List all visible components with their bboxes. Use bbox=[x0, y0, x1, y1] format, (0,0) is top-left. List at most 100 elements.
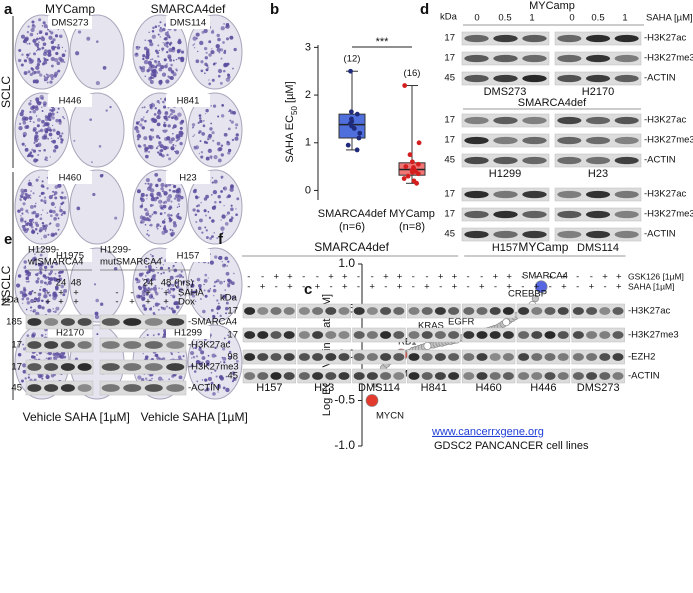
colony bbox=[42, 21, 46, 25]
blot-band bbox=[144, 341, 163, 349]
blot-strip bbox=[297, 303, 351, 319]
blot-band bbox=[585, 230, 611, 239]
colony bbox=[236, 197, 240, 201]
colony bbox=[205, 156, 210, 161]
colony bbox=[25, 308, 28, 311]
colony bbox=[30, 106, 35, 111]
colony bbox=[26, 56, 29, 59]
colony bbox=[142, 54, 146, 58]
treatment-sign: + bbox=[260, 282, 266, 293]
colony bbox=[164, 31, 169, 36]
data-point bbox=[416, 161, 421, 167]
colony bbox=[195, 355, 199, 358]
colony bbox=[30, 27, 35, 33]
colony bbox=[39, 288, 42, 292]
colony bbox=[177, 112, 182, 117]
treatment-sign: - bbox=[275, 282, 278, 293]
colony bbox=[147, 288, 151, 292]
blot-band bbox=[77, 341, 92, 349]
gene-label: MYCN bbox=[376, 411, 404, 422]
colony bbox=[193, 43, 196, 45]
time-label: 48 bbox=[71, 278, 82, 289]
colony bbox=[203, 209, 207, 213]
colony bbox=[27, 376, 31, 379]
blot-band bbox=[101, 384, 120, 392]
colony bbox=[168, 306, 171, 309]
colony bbox=[227, 127, 231, 131]
colony bbox=[229, 119, 232, 122]
colony bbox=[231, 138, 235, 142]
colony bbox=[31, 257, 37, 262]
colony bbox=[42, 124, 46, 127]
colony bbox=[205, 360, 210, 365]
blot-band bbox=[614, 156, 639, 165]
colony bbox=[159, 212, 163, 216]
colony bbox=[35, 158, 39, 162]
colony bbox=[47, 293, 49, 295]
colony bbox=[146, 281, 149, 284]
colony bbox=[145, 275, 147, 277]
colony bbox=[35, 297, 41, 303]
colony bbox=[26, 53, 30, 57]
colony bbox=[109, 105, 112, 109]
colony bbox=[215, 280, 218, 283]
cell-line-name: H446 bbox=[530, 382, 556, 394]
colony bbox=[218, 375, 223, 379]
treatment-sign: + bbox=[58, 297, 64, 308]
colony bbox=[169, 218, 173, 222]
colony bbox=[227, 151, 231, 155]
cell-line-name: DMS114 bbox=[577, 242, 619, 254]
colony bbox=[161, 72, 167, 77]
colony bbox=[232, 378, 236, 381]
data-point bbox=[405, 173, 411, 179]
colony bbox=[223, 23, 225, 25]
colony bbox=[43, 57, 46, 60]
colony bbox=[95, 298, 99, 303]
colony bbox=[211, 177, 214, 179]
blot-band bbox=[60, 318, 75, 326]
blot-band bbox=[408, 307, 420, 315]
y-label-sub: 50 bbox=[290, 105, 299, 114]
blot-band bbox=[463, 372, 475, 380]
treatment-sign: - bbox=[261, 272, 264, 283]
colony bbox=[49, 210, 53, 214]
point-count: (16) bbox=[404, 68, 421, 79]
unit-label: kDa bbox=[2, 295, 20, 306]
colony bbox=[164, 64, 168, 69]
colony bbox=[55, 213, 59, 217]
colony bbox=[21, 142, 25, 146]
colony bbox=[47, 233, 50, 236]
blot-strip bbox=[99, 380, 187, 396]
colony bbox=[39, 73, 43, 77]
colony bbox=[156, 122, 161, 127]
blot-band bbox=[557, 116, 582, 125]
colony bbox=[143, 143, 147, 147]
colony bbox=[220, 190, 223, 193]
colony bbox=[208, 82, 212, 86]
colony bbox=[169, 228, 172, 231]
blot-band bbox=[44, 341, 59, 349]
colony bbox=[201, 361, 204, 364]
colony bbox=[207, 210, 210, 213]
colony bbox=[157, 178, 162, 183]
blot-band bbox=[283, 372, 295, 380]
colony bbox=[167, 124, 171, 128]
colony bbox=[44, 291, 47, 295]
colony bbox=[170, 200, 173, 203]
colony bbox=[53, 216, 57, 221]
colony bbox=[170, 307, 174, 311]
colony bbox=[163, 123, 166, 127]
colony bbox=[31, 333, 35, 338]
colony bbox=[39, 217, 43, 221]
colony bbox=[225, 23, 230, 27]
blot-band bbox=[614, 54, 639, 63]
colony bbox=[46, 352, 49, 355]
row-label: NSCLC bbox=[0, 265, 13, 306]
colony bbox=[155, 292, 159, 296]
blot-strip bbox=[516, 303, 571, 319]
blot-strip bbox=[297, 349, 351, 365]
data-point bbox=[502, 318, 511, 327]
blot-band bbox=[612, 331, 624, 339]
colony bbox=[202, 120, 205, 122]
colony bbox=[31, 290, 34, 292]
